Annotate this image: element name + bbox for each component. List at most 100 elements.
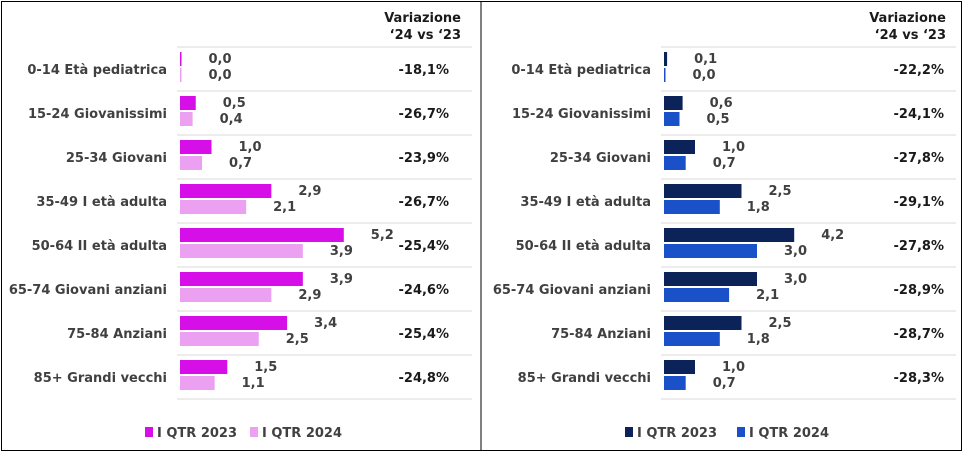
bar-2024 xyxy=(180,244,303,258)
data-label: 0,6 xyxy=(710,96,733,111)
data-label: 3,9 xyxy=(330,244,353,259)
bar-2023 xyxy=(180,184,272,198)
data-label: 2,5 xyxy=(769,316,792,331)
bar-2023 xyxy=(664,140,695,154)
data-label: 1,0 xyxy=(239,140,262,155)
legend-label: I QTR 2024 xyxy=(262,426,342,441)
data-label: 4,2 xyxy=(821,228,844,243)
bar-2023 xyxy=(664,52,668,66)
variation-value: -29,1% xyxy=(894,195,945,210)
category-label: 50-64 II età adulta xyxy=(516,239,651,254)
data-label: 0,0 xyxy=(209,68,232,83)
category-label: 50-64 II età adulta xyxy=(32,239,167,254)
variation-value: -18,1% xyxy=(399,63,450,78)
data-label: 0,0 xyxy=(209,52,232,67)
data-label: 1,0 xyxy=(722,140,745,155)
data-label: 2,5 xyxy=(769,184,792,199)
chart-panel-2: Variazione ‘24 vs ‘23 0-14 Età pediatrica 0… xyxy=(493,11,956,441)
legend-label: I QTR 2023 xyxy=(637,426,717,441)
bar-2023 xyxy=(664,360,695,374)
category-label: 25-34 Giovani xyxy=(550,151,651,166)
variation-value: -28,3% xyxy=(894,371,945,386)
bar-2023 xyxy=(180,360,228,374)
variation-value: -27,8% xyxy=(894,151,945,166)
category-label: 25-34 Giovani xyxy=(66,151,167,166)
variation-header-line1: Variazione xyxy=(384,11,461,26)
data-label: 2,1 xyxy=(756,288,779,303)
variation-value: -24,6% xyxy=(399,283,450,298)
data-label: 0,7 xyxy=(229,156,252,171)
bar-2023 xyxy=(180,272,303,286)
variation-value: -24,1% xyxy=(894,107,945,122)
legend-label: I QTR 2024 xyxy=(749,426,829,441)
category-label: 85+ Grandi vecchi xyxy=(518,371,651,386)
legend-swatch xyxy=(737,427,745,437)
data-label: 0,4 xyxy=(220,112,243,127)
bar-2023 xyxy=(664,184,742,198)
bar-2024 xyxy=(664,288,730,302)
category-label: 85+ Grandi vecchi xyxy=(34,371,167,386)
bar-2024 xyxy=(180,200,247,214)
bar-2023 xyxy=(180,140,212,154)
category-label: 75-84 Anziani xyxy=(551,327,651,342)
data-label: 0,1 xyxy=(694,52,717,67)
data-label: 0,5 xyxy=(223,96,246,111)
variation-value: -24,8% xyxy=(399,371,450,386)
category-label: 35-49 I età adulta xyxy=(520,195,651,210)
bar-2023 xyxy=(664,272,757,286)
data-label: 1,5 xyxy=(254,360,277,375)
bar-2023 xyxy=(664,96,683,110)
variation-value: -26,7% xyxy=(399,195,450,210)
data-label: 0,7 xyxy=(713,376,736,391)
legend-swatch xyxy=(250,427,258,437)
variation-value: -27,8% xyxy=(894,239,945,254)
bar-2024 xyxy=(664,244,757,258)
bar-2024 xyxy=(664,68,666,82)
data-label: 3,0 xyxy=(784,272,807,287)
data-label: 5,2 xyxy=(371,228,394,243)
data-label: 1,0 xyxy=(722,360,745,375)
bar-2023 xyxy=(664,228,795,242)
bar-2024 xyxy=(180,156,203,170)
variation-header-line2: ‘24 vs ‘23 xyxy=(390,28,461,43)
chart-panel-1: Variazione ‘24 vs ‘23 0-14 Età pediatrica 0… xyxy=(9,11,472,441)
variation-value: -25,4% xyxy=(399,239,450,254)
category-label: 0-14 Età pediatrica xyxy=(511,63,651,78)
bar-2023 xyxy=(180,228,344,242)
data-label: 0,7 xyxy=(713,156,736,171)
category-label: 0-14 Età pediatrica xyxy=(27,63,167,78)
bar-2023 xyxy=(180,52,182,66)
variation-value: -22,2% xyxy=(894,63,945,78)
legend-swatch xyxy=(145,427,153,437)
data-label: 3,0 xyxy=(784,244,807,259)
bar-2024 xyxy=(664,376,686,390)
bar-2024 xyxy=(664,200,720,214)
category-label: 65-74 Giovani anziani xyxy=(9,283,167,298)
category-label: 75-84 Anziani xyxy=(67,327,167,342)
bar-2024 xyxy=(180,68,182,82)
variation-value: -26,7% xyxy=(399,107,450,122)
data-label: 1,1 xyxy=(242,376,265,391)
bar-2024 xyxy=(180,112,193,126)
bar-2023 xyxy=(664,316,742,330)
data-label: 3,9 xyxy=(330,272,353,287)
bar-2023 xyxy=(180,96,196,110)
bar-2024 xyxy=(180,288,272,302)
category-label: 15-24 Giovanissimi xyxy=(512,107,651,122)
variation-header-line2: ‘24 vs ‘23 xyxy=(875,28,946,43)
category-label: 35-49 I età adulta xyxy=(36,195,167,210)
variation-value: -25,4% xyxy=(399,327,450,342)
data-label: 2,1 xyxy=(273,200,296,215)
variation-value: -28,7% xyxy=(894,327,945,342)
legend-label: I QTR 2023 xyxy=(157,426,237,441)
legend-swatch xyxy=(625,427,633,437)
bar-2024 xyxy=(180,332,259,346)
data-label: 2,5 xyxy=(286,332,309,347)
variation-header-line1: Variazione xyxy=(869,11,946,26)
data-label: 1,8 xyxy=(747,332,770,347)
data-label: 0,0 xyxy=(693,68,716,83)
data-label: 3,4 xyxy=(314,316,337,331)
category-label: 65-74 Giovani anziani xyxy=(493,283,651,298)
data-label: 2,9 xyxy=(298,288,321,303)
